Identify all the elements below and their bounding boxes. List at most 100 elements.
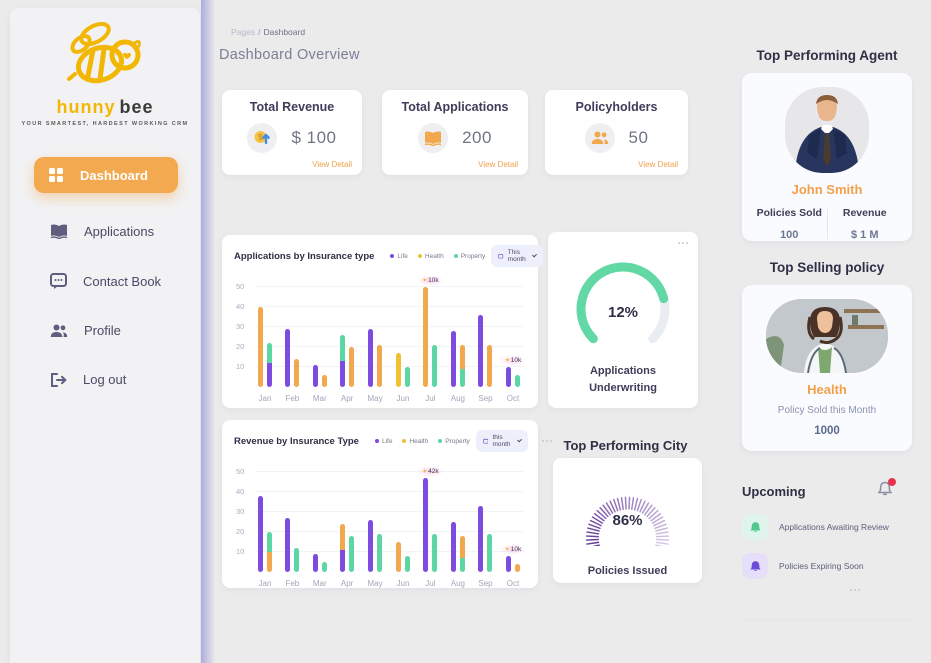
bars xyxy=(478,466,493,572)
bar-aug-1[interactable] xyxy=(459,536,465,572)
bar-jul-0[interactable] xyxy=(423,287,429,387)
sidebar-item-dashboard[interactable]: Dashboard xyxy=(34,157,178,193)
sidebar-item-label: Log out xyxy=(83,372,127,387)
month-filter-dropdown[interactable]: this month xyxy=(475,430,528,452)
bar-segment xyxy=(450,522,456,572)
bar-oct-0[interactable] xyxy=(505,367,511,387)
bars xyxy=(285,281,300,387)
bar-segment xyxy=(258,307,263,387)
upcoming-item-policies[interactable]: Policies Expiring Soon xyxy=(742,553,912,579)
view-detail-link[interactable]: View Detail xyxy=(478,160,518,169)
month-filter-dropdown[interactable]: This month xyxy=(491,245,544,267)
view-detail-link[interactable]: View Detail xyxy=(312,160,352,169)
bar-apr-0[interactable] xyxy=(340,335,346,387)
bar-sep-0[interactable] xyxy=(478,315,484,387)
right-panel: Top Performing Agent John Smith Policies… xyxy=(742,40,912,620)
gauge-tick xyxy=(631,497,635,510)
bar-may-0[interactable] xyxy=(368,329,374,387)
bar-may-1[interactable] xyxy=(377,345,383,387)
bar-jun-1[interactable] xyxy=(405,367,410,387)
bar-group-may: May xyxy=(368,281,383,403)
sidebar-item-logout[interactable]: Log out xyxy=(50,355,178,404)
bar-annotation: ✦10k xyxy=(499,544,527,555)
bars xyxy=(340,281,355,387)
sidebar-item-contact-book[interactable]: Contact Book xyxy=(50,256,178,306)
bar-segment xyxy=(487,534,493,572)
bar-group-feb: Feb xyxy=(285,281,300,403)
notifications-bell-icon[interactable] xyxy=(877,478,896,501)
bar-apr-0[interactable] xyxy=(340,524,346,572)
bar-mar-0[interactable] xyxy=(312,365,318,387)
bar-segment xyxy=(340,550,346,572)
upcoming-item-applications[interactable]: Applications Awaiting Review xyxy=(742,514,912,540)
view-detail-link[interactable]: View Detail xyxy=(638,160,678,169)
bar-oct-1[interactable] xyxy=(514,375,520,387)
bar-segment xyxy=(459,345,465,369)
scroll-strip[interactable] xyxy=(201,0,217,663)
bar-segment xyxy=(450,331,456,387)
stat-card-policyholders: Policyholders 50 View Detail xyxy=(545,90,688,175)
sidebar-item-profile[interactable]: Profile xyxy=(50,306,178,355)
bar-segment xyxy=(396,542,401,572)
bar-feb-0[interactable] xyxy=(285,518,291,572)
bar-sep-0[interactable] xyxy=(478,506,484,572)
more-options-icon[interactable] xyxy=(846,589,860,591)
gauge-tick xyxy=(656,538,670,541)
bar-segment xyxy=(405,367,410,387)
sidebar: hunny bee YOUR SMARTEST, HARDEST WORKING … xyxy=(10,8,200,663)
sidebar-item-label: Applications xyxy=(84,224,155,239)
bar-feb-1[interactable] xyxy=(294,548,300,572)
bar-segment xyxy=(432,534,438,572)
bar-jul-0[interactable] xyxy=(423,478,429,572)
people-icon xyxy=(584,123,615,153)
bar-oct-0[interactable] xyxy=(505,556,511,572)
bar-mar-0[interactable] xyxy=(312,554,318,572)
gauge-tick xyxy=(641,502,650,514)
bar-jun-0[interactable] xyxy=(396,353,401,387)
bar-sep-1[interactable] xyxy=(487,534,493,572)
bars xyxy=(312,466,327,572)
bar-segment xyxy=(349,536,355,572)
bar-segment xyxy=(368,520,374,572)
bar-aug-0[interactable] xyxy=(450,331,456,387)
x-axis-label: Feb xyxy=(285,394,300,403)
top-performing-city-heading: Top Performing City xyxy=(563,438,688,453)
breadcrumb-parent[interactable]: Pages xyxy=(231,27,256,37)
top-performing-agent-heading: Top Performing Agent xyxy=(756,48,898,63)
bar-feb-0[interactable] xyxy=(285,329,291,387)
chevron-down-icon xyxy=(532,252,538,258)
x-axis-label: May xyxy=(367,579,383,588)
bar-group-feb: Feb xyxy=(285,466,300,588)
bar-aug-1[interactable] xyxy=(459,345,465,387)
bar-jul-1[interactable] xyxy=(432,345,438,387)
bar-may-0[interactable] xyxy=(368,520,374,572)
y-axis-tick: 20 xyxy=(236,527,245,536)
bar-aug-0[interactable] xyxy=(450,522,456,572)
gauge-tick xyxy=(599,507,609,518)
bar-jun-1[interactable] xyxy=(405,556,410,572)
bar-jul-1[interactable] xyxy=(432,534,438,572)
bar-apr-1[interactable] xyxy=(349,536,355,572)
bar-jan-1[interactable] xyxy=(267,343,272,387)
book-icon xyxy=(50,224,68,239)
bars: ✦10k xyxy=(499,281,527,387)
bar-jan-1[interactable] xyxy=(267,532,272,572)
sidebar-item-applications[interactable]: Applications xyxy=(50,207,178,256)
bar-may-1[interactable] xyxy=(377,534,383,572)
bar-group-may: May xyxy=(368,466,383,588)
more-options-icon[interactable] xyxy=(674,242,688,244)
bar-sep-1[interactable] xyxy=(487,345,493,387)
more-options-icon[interactable] xyxy=(541,440,552,442)
bar-mar-1[interactable] xyxy=(321,562,327,572)
bar-jun-0[interactable] xyxy=(396,542,401,572)
upcoming-item-label: Policies Expiring Soon xyxy=(779,561,864,571)
bar-jan-0[interactable] xyxy=(258,496,263,572)
agent-stat-label: Policies Sold xyxy=(756,207,822,219)
bar-jan-0[interactable] xyxy=(258,307,263,387)
bar-feb-1[interactable] xyxy=(294,359,300,387)
bar-oct-1[interactable] xyxy=(514,564,520,572)
bar-apr-1[interactable] xyxy=(349,347,355,387)
breadcrumb-current[interactable]: Dashboard xyxy=(263,27,306,37)
gauge-tick xyxy=(633,497,639,511)
bar-mar-1[interactable] xyxy=(321,375,327,387)
